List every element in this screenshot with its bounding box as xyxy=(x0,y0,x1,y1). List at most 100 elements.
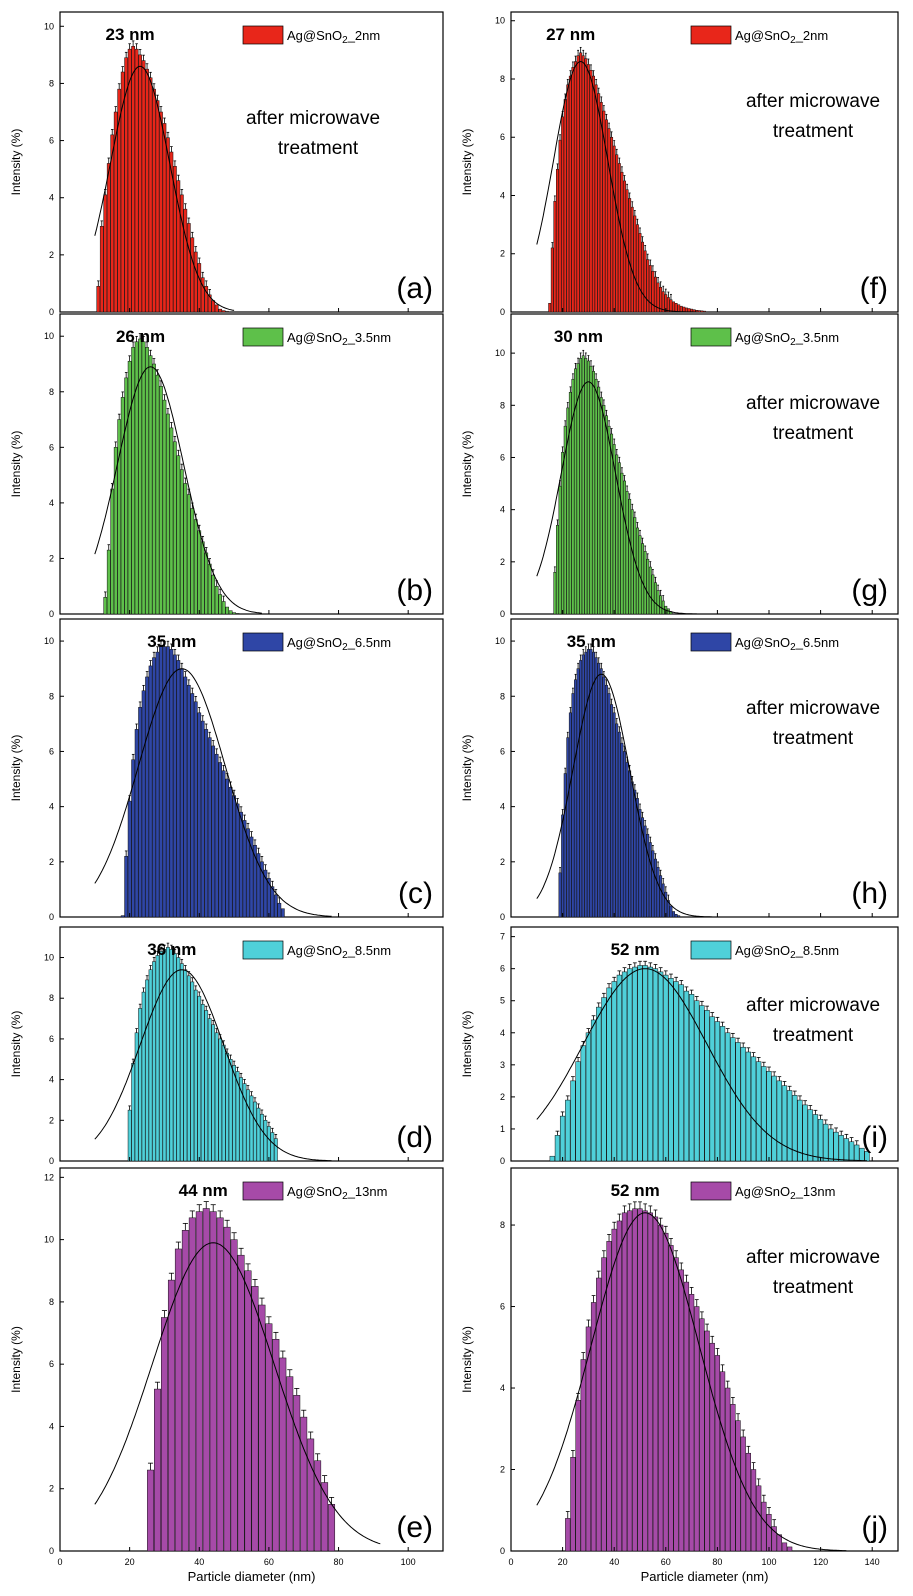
bar xyxy=(218,762,223,918)
bar xyxy=(328,1504,336,1552)
bar xyxy=(606,987,612,1162)
bar xyxy=(131,347,135,615)
legend-label: Ag@SnO2_3.5nm xyxy=(735,330,839,348)
y-tick-label: 8 xyxy=(49,993,54,1003)
bar xyxy=(228,610,233,615)
bar xyxy=(207,737,212,918)
y-tick-label: 8 xyxy=(500,691,505,701)
bar xyxy=(642,1210,648,1552)
bar xyxy=(630,206,634,313)
legend-label: Ag@SnO2_2nm xyxy=(735,28,828,46)
peak-label: 52 nm xyxy=(611,1181,660,1200)
bar xyxy=(623,751,626,918)
note-line-2: treatment xyxy=(773,121,854,142)
bar xyxy=(253,1101,257,1162)
fit-curve xyxy=(536,673,713,918)
bar xyxy=(771,1075,777,1162)
bar xyxy=(190,237,195,313)
bar xyxy=(134,48,139,313)
y-tick-label: 12 xyxy=(44,1172,54,1182)
note-line-1: after microwave xyxy=(246,108,380,129)
bar xyxy=(161,1317,168,1552)
bar xyxy=(584,358,588,615)
y-tick-label: 8 xyxy=(49,1297,54,1307)
bar xyxy=(274,1138,278,1162)
bar xyxy=(300,1416,308,1552)
bar xyxy=(148,969,153,1162)
bar xyxy=(605,684,608,918)
bar xyxy=(235,613,240,615)
bar xyxy=(854,1144,860,1162)
bar xyxy=(147,1469,154,1552)
y-tick-label: 6 xyxy=(500,746,505,756)
bar xyxy=(211,745,216,918)
y-tick-label: 0 xyxy=(500,1546,505,1556)
note-line-1: after microwave xyxy=(746,91,880,112)
y-tick-label: 8 xyxy=(49,691,54,701)
panel-f: 0 2 4 6 8 10 Intensity (%) 27 nm Ag@SnO2_2nmafte… xyxy=(460,11,899,317)
peak-label: 35 nm xyxy=(147,632,196,651)
bar xyxy=(704,1330,710,1552)
bar xyxy=(223,1226,231,1552)
bar xyxy=(134,729,139,918)
x-tick-label: 20 xyxy=(125,1557,135,1567)
bar xyxy=(246,1089,250,1162)
bar xyxy=(766,1514,772,1552)
bar xyxy=(776,1534,782,1552)
y-tick-label: 1 xyxy=(500,1124,505,1134)
y-tick-label: 4 xyxy=(500,802,505,812)
bar xyxy=(654,858,657,918)
bar xyxy=(781,1085,788,1162)
bar xyxy=(594,657,598,918)
bar xyxy=(277,902,282,918)
note-line-2: treatment xyxy=(773,728,854,749)
x-tick-label: 40 xyxy=(609,1557,619,1567)
bar xyxy=(740,1436,746,1552)
y-tick-label: 3 xyxy=(500,1060,505,1070)
y-axis-label: Intensity (%) xyxy=(460,1011,474,1078)
bar xyxy=(131,1063,135,1162)
bar xyxy=(807,1109,813,1162)
bar xyxy=(550,247,554,313)
x-tick-label: 0 xyxy=(57,1557,62,1567)
bar xyxy=(225,778,229,918)
peak-label: 27 nm xyxy=(546,25,595,44)
bar xyxy=(610,136,614,313)
bar xyxy=(730,1037,736,1162)
peak-label: 52 nm xyxy=(611,940,660,959)
bar xyxy=(127,48,132,313)
y-tick-label: 6 xyxy=(49,136,54,146)
note-line-2: treatment xyxy=(278,138,359,159)
bar xyxy=(193,519,198,615)
bar xyxy=(221,310,226,313)
bar xyxy=(761,1501,767,1552)
y-tick-label: 4 xyxy=(500,1383,505,1393)
bar xyxy=(719,1371,726,1552)
bar xyxy=(602,676,606,918)
bar xyxy=(280,908,285,918)
y-tick-label: 2 xyxy=(500,857,505,867)
y-tick-label: 4 xyxy=(500,1028,505,1038)
bar xyxy=(166,137,170,313)
bar xyxy=(152,363,156,615)
y-tick-label: 2 xyxy=(49,1484,54,1494)
panel-b: 0 2 4 6 8 10 Intensity (%) 26 nm Ag@SnO2_3.5nm (b… xyxy=(9,313,444,619)
bar xyxy=(601,997,607,1162)
bar xyxy=(673,981,679,1162)
bar xyxy=(592,75,595,313)
bar xyxy=(124,377,129,615)
bar xyxy=(145,347,149,615)
bar xyxy=(575,1061,581,1162)
bar xyxy=(127,800,132,918)
bar xyxy=(159,385,163,615)
bar xyxy=(672,911,675,918)
legend-swatch xyxy=(690,327,732,347)
bar xyxy=(617,462,621,615)
y-tick-label: 6 xyxy=(49,442,54,452)
bar xyxy=(141,341,146,615)
bar xyxy=(651,850,655,918)
bar xyxy=(124,856,129,918)
bar xyxy=(648,566,652,615)
y-tick-label: 4 xyxy=(49,1075,54,1085)
bar xyxy=(750,1056,757,1162)
